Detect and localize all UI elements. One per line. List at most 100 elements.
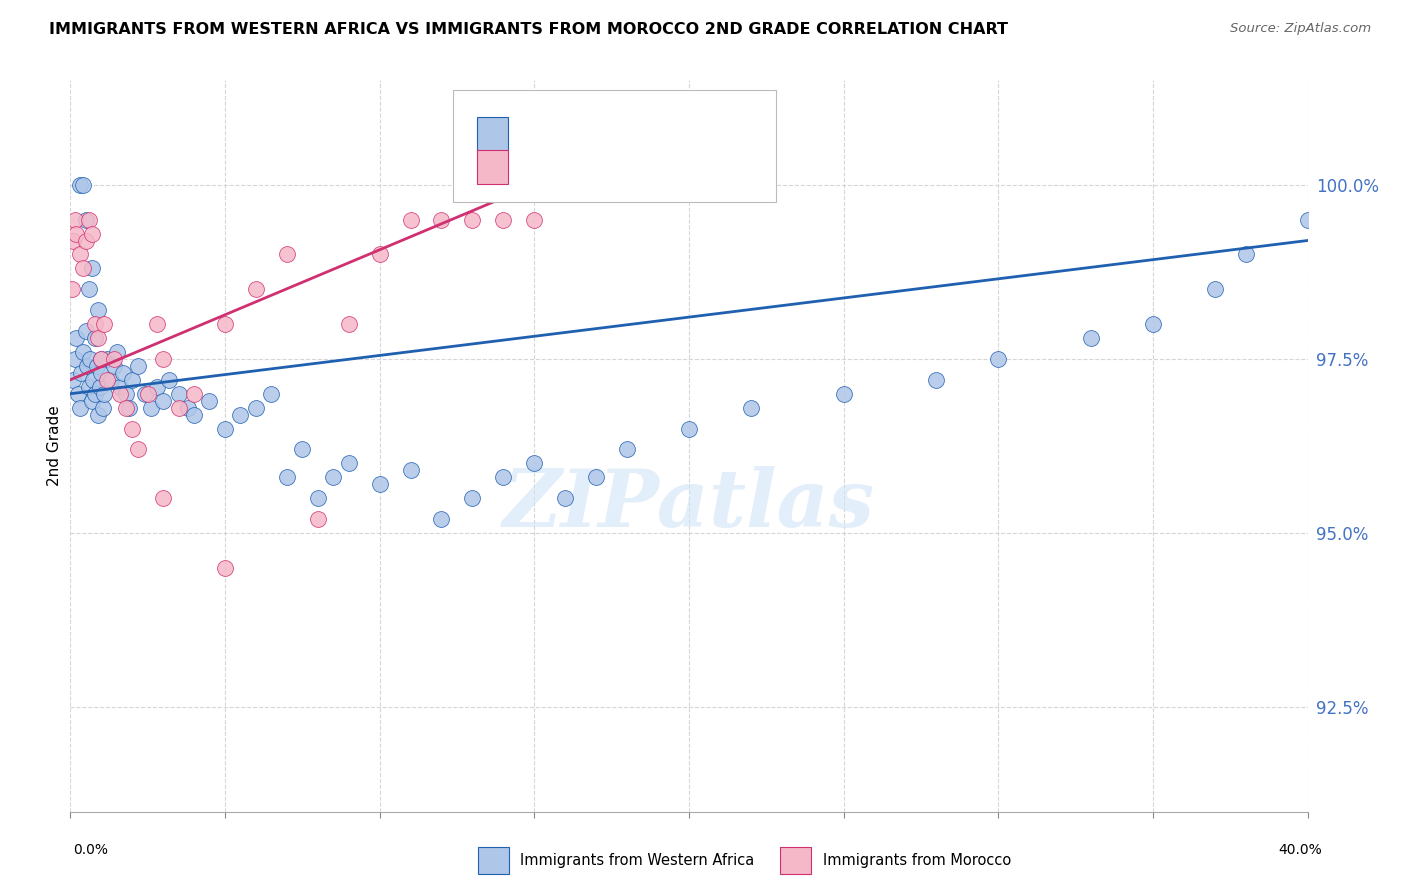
Point	[89, 380, 111, 394]
Point	[121, 373, 143, 387]
Point	[492, 470, 515, 484]
Point	[616, 442, 638, 457]
Point	[307, 491, 329, 506]
Point	[337, 317, 360, 331]
Point	[115, 386, 138, 401]
Point	[87, 303, 110, 318]
Point	[80, 393, 103, 408]
Point	[214, 317, 236, 331]
Point	[260, 386, 283, 401]
Point	[69, 247, 91, 261]
Point	[84, 331, 107, 345]
Point	[146, 380, 169, 394]
Point	[523, 212, 546, 227]
Point	[90, 351, 112, 366]
Point	[322, 470, 344, 484]
Point	[127, 359, 149, 373]
Point	[523, 457, 546, 471]
Point	[103, 359, 125, 373]
Text: 40.0%: 40.0%	[1278, 843, 1322, 857]
Point	[177, 401, 200, 415]
Point	[198, 393, 221, 408]
Point	[245, 282, 267, 296]
Point	[96, 351, 118, 366]
Point	[167, 386, 190, 401]
Point	[139, 401, 162, 415]
Point	[70, 366, 93, 380]
Point	[118, 401, 141, 415]
Text: 0.211   N = 75: 0.211 N = 75	[564, 111, 702, 129]
Point	[86, 359, 108, 373]
Point	[368, 247, 391, 261]
Point	[105, 345, 128, 359]
Point	[1296, 212, 1319, 227]
Point	[72, 261, 94, 276]
Point	[77, 212, 100, 227]
Point	[399, 463, 422, 477]
Point	[678, 421, 700, 435]
Point	[65, 227, 87, 241]
Point	[368, 477, 391, 491]
Point	[60, 282, 83, 296]
Point	[77, 282, 100, 296]
Point	[115, 401, 138, 415]
Point	[63, 351, 86, 366]
Point	[245, 401, 267, 415]
Point	[157, 373, 180, 387]
Point	[90, 366, 112, 380]
Point	[987, 351, 1010, 366]
Point	[76, 359, 98, 373]
Point	[492, 212, 515, 227]
Point	[152, 491, 174, 506]
Point	[77, 380, 100, 394]
Point	[108, 386, 131, 401]
Point	[1142, 317, 1164, 331]
Point	[461, 491, 484, 506]
Point	[461, 212, 484, 227]
Point	[121, 421, 143, 435]
Point	[832, 386, 855, 401]
Point	[146, 317, 169, 331]
Text: R =: R =	[524, 111, 561, 129]
Point	[80, 227, 103, 241]
Point	[1204, 282, 1226, 296]
Point	[87, 408, 110, 422]
Point	[167, 401, 190, 415]
Point	[90, 351, 112, 366]
Point	[152, 393, 174, 408]
Point	[554, 491, 576, 506]
Point	[1080, 331, 1102, 345]
Point	[585, 470, 607, 484]
Text: IMMIGRANTS FROM WESTERN AFRICA VS IMMIGRANTS FROM MOROCCO 2ND GRADE CORRELATION : IMMIGRANTS FROM WESTERN AFRICA VS IMMIGR…	[49, 22, 1008, 37]
Point	[72, 178, 94, 192]
Text: Immigrants from Morocco: Immigrants from Morocco	[823, 854, 1011, 868]
Text: Immigrants from Western Africa: Immigrants from Western Africa	[520, 854, 755, 868]
Point	[65, 331, 87, 345]
Point	[103, 351, 125, 366]
Point	[430, 212, 453, 227]
Text: 0.484   N = 37: 0.484 N = 37	[564, 150, 702, 169]
Point	[67, 386, 90, 401]
Point	[291, 442, 314, 457]
Point	[183, 408, 205, 422]
Point	[84, 386, 107, 401]
Point	[183, 386, 205, 401]
Point	[111, 366, 134, 380]
Point	[134, 386, 156, 401]
Point	[87, 331, 110, 345]
Point	[93, 317, 115, 331]
Point	[276, 470, 298, 484]
Point	[136, 386, 159, 401]
Point	[69, 178, 91, 192]
Point	[214, 561, 236, 575]
Point	[96, 373, 118, 387]
Point	[75, 324, 97, 338]
Point	[93, 386, 115, 401]
Text: 0.0%: 0.0%	[73, 843, 108, 857]
Point	[127, 442, 149, 457]
Point	[91, 401, 114, 415]
Point	[430, 512, 453, 526]
Point	[75, 234, 97, 248]
Point	[307, 512, 329, 526]
Point	[69, 401, 91, 415]
